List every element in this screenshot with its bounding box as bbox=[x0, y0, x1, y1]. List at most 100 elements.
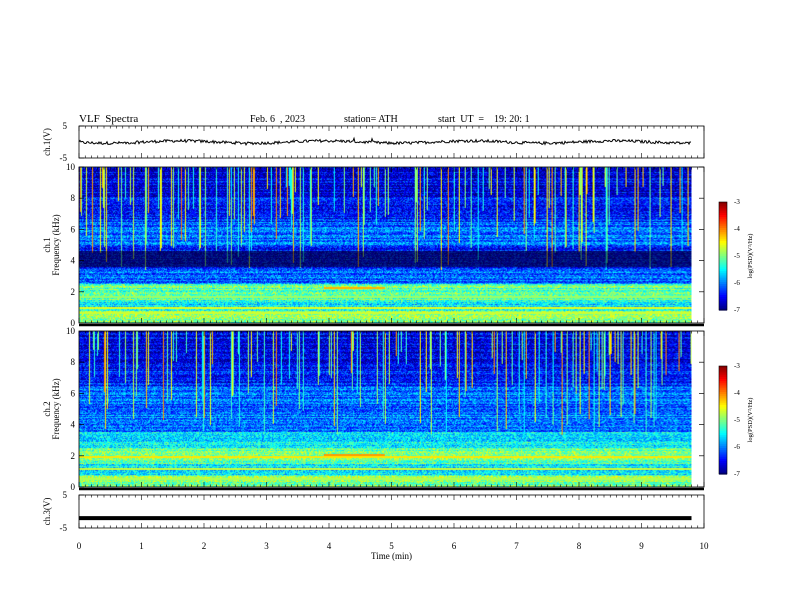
colorbar-segment bbox=[719, 461, 727, 464]
colorbar-segment bbox=[719, 422, 727, 425]
colorbar-segment bbox=[719, 286, 727, 289]
colorbar-segment bbox=[719, 471, 727, 475]
colorbar-segment bbox=[719, 396, 727, 399]
colorbar-segment bbox=[719, 247, 727, 251]
colorbar-tick-label: -5 bbox=[734, 252, 740, 260]
y-tick-label: 8 bbox=[71, 193, 76, 203]
colorbar-segment bbox=[719, 469, 727, 473]
colorbar-segment bbox=[719, 249, 727, 253]
x-tick-label: 4 bbox=[327, 541, 332, 551]
colorbar-segment bbox=[719, 398, 727, 402]
colorbar-segment bbox=[719, 230, 727, 233]
colorbar-segment bbox=[719, 439, 727, 443]
colorbar-tick-label: -5 bbox=[734, 416, 740, 424]
colorbar-segment bbox=[719, 391, 727, 395]
colorbar-frame bbox=[718, 201, 728, 311]
x-axis-label: Time (min) bbox=[371, 551, 412, 561]
colorbar-frame bbox=[718, 365, 728, 475]
colorbar-segment bbox=[719, 279, 727, 283]
colorbar-segment bbox=[719, 264, 727, 268]
colorbar-segment bbox=[719, 456, 727, 460]
x-tick-label: 3 bbox=[264, 541, 269, 551]
colorbar-segment bbox=[719, 253, 727, 257]
colorbar-segment bbox=[719, 301, 727, 305]
colorbar-tick-label: -6 bbox=[734, 443, 740, 451]
colorbar-segment bbox=[719, 465, 727, 469]
colorbar-tick-label: -6 bbox=[734, 279, 740, 287]
colorbar-segment bbox=[719, 400, 727, 404]
colorbar-segment bbox=[719, 448, 727, 451]
y-tick-label: 10 bbox=[66, 162, 76, 172]
colorbar-segment bbox=[719, 402, 727, 406]
colorbar-segment bbox=[719, 204, 727, 207]
colorbar-segment bbox=[719, 385, 727, 389]
colorbar-segment bbox=[719, 202, 727, 205]
colorbar-segment bbox=[719, 394, 727, 397]
colorbar-segment bbox=[719, 443, 727, 447]
colorbar-segment bbox=[719, 219, 727, 223]
colorbar-segment bbox=[719, 413, 727, 417]
colorbar-segment bbox=[719, 372, 727, 376]
spectrogram-ch2 bbox=[79, 331, 692, 487]
x-tick-label: 5 bbox=[389, 541, 394, 551]
y-tick-label: 2 bbox=[71, 451, 76, 461]
colorbar-segment bbox=[719, 409, 727, 412]
start-time-label: start UT = 19: 20: 1 bbox=[438, 114, 530, 125]
waveform-ch1 bbox=[78, 136, 692, 146]
y-tick-label: 0 bbox=[71, 318, 76, 328]
colorbar-segment bbox=[719, 245, 727, 248]
x-tick-label: 1 bbox=[139, 541, 144, 551]
colorbar-segment bbox=[719, 454, 727, 458]
colorbar-segment bbox=[719, 271, 727, 274]
colorbar-segment bbox=[719, 210, 727, 214]
x-tick-label: 0 bbox=[77, 541, 82, 551]
colorbar-segment bbox=[719, 415, 727, 419]
colorbar-segment bbox=[719, 445, 727, 449]
x-tick-label: 2 bbox=[202, 541, 207, 551]
colorbar-segment bbox=[719, 435, 727, 438]
colorbar-tick-label: -3 bbox=[734, 362, 740, 370]
colorbar-segment bbox=[719, 370, 727, 374]
colorbar-segment bbox=[719, 450, 727, 453]
colorbar-segment bbox=[719, 452, 727, 456]
colorbar-segment bbox=[719, 234, 727, 238]
y-tick-label: 6 bbox=[71, 224, 76, 234]
y-axis-label: ch.3(V) bbox=[42, 498, 52, 526]
colorbar-segment bbox=[719, 251, 727, 255]
chart-title: VLF Spectra bbox=[79, 113, 139, 125]
colorbar-segment bbox=[719, 297, 727, 300]
y-tick-label: 8 bbox=[71, 357, 76, 367]
colorbar-tick-label: -4 bbox=[734, 225, 740, 233]
colorbar-segment bbox=[719, 441, 727, 445]
colorbar-segment bbox=[719, 232, 727, 235]
x-tick-label: 7 bbox=[514, 541, 519, 551]
colorbar-segment bbox=[719, 374, 727, 378]
colorbar-segment bbox=[719, 411, 727, 415]
colorbar-label: log(PSD)(V²/Hz) bbox=[747, 234, 754, 279]
colorbar-segment bbox=[719, 417, 727, 421]
colorbar-segment bbox=[719, 303, 727, 307]
colorbar-segment bbox=[719, 260, 727, 264]
y-tick-label: 0 bbox=[71, 482, 76, 492]
y-axis-label: Frequency (kHz) bbox=[51, 214, 61, 275]
y-tick-label: 5 bbox=[63, 121, 68, 131]
colorbar-segment bbox=[719, 258, 727, 261]
colorbar-tick-label: -7 bbox=[734, 306, 740, 314]
colorbar-segment bbox=[719, 426, 727, 430]
y-tick-label: 2 bbox=[71, 287, 76, 297]
colorbar-segment bbox=[719, 206, 727, 210]
y-tick-label: -5 bbox=[60, 153, 68, 163]
colorbar-label: log(PSD)(V²/Hz) bbox=[747, 398, 754, 443]
colorbar-segment bbox=[719, 307, 727, 311]
colorbar-segment bbox=[719, 305, 727, 309]
colorbar-segment bbox=[719, 467, 727, 471]
y-tick-label: 10 bbox=[66, 326, 76, 336]
date-label: Feb. 6 , 2023 bbox=[250, 114, 305, 125]
colorbar-segment bbox=[719, 208, 727, 212]
colorbar-segment bbox=[719, 256, 727, 259]
colorbar-segment bbox=[719, 214, 727, 218]
colorbar-segment bbox=[719, 238, 727, 242]
colorbar-segment bbox=[719, 378, 727, 382]
x-tick-label: 6 bbox=[452, 541, 457, 551]
